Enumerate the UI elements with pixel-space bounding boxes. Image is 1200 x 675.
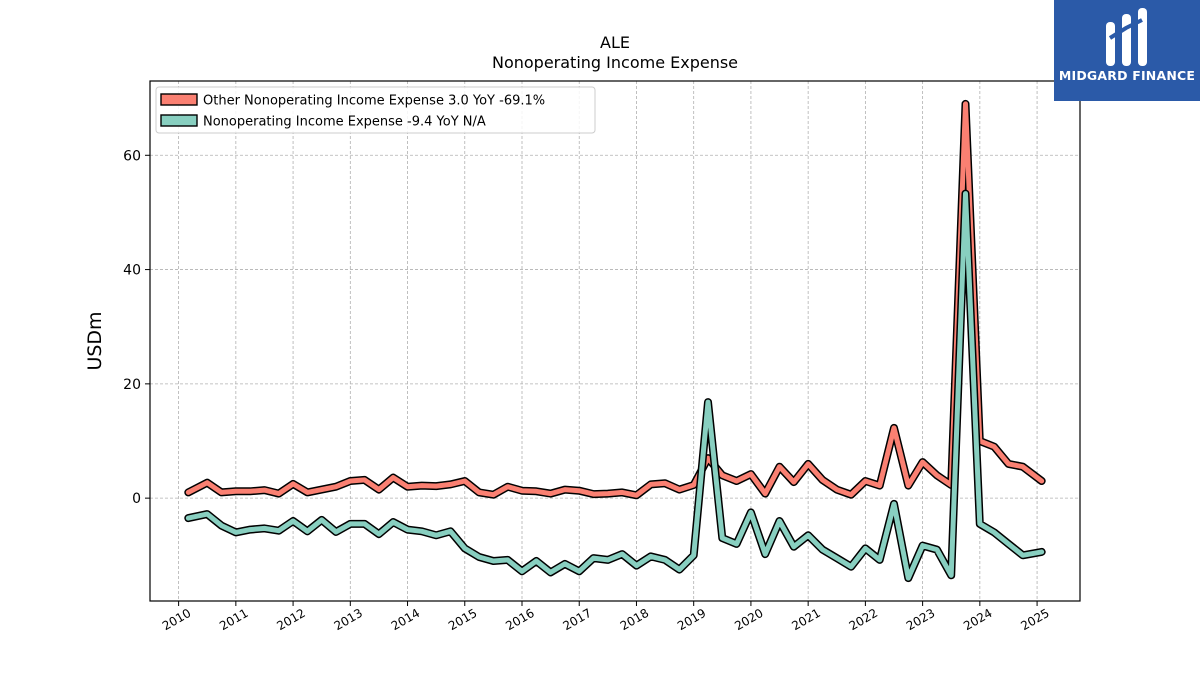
brand-logo: MIDGARD FINANCE bbox=[1054, 0, 1200, 101]
x-tick-label: 2023 bbox=[904, 606, 937, 633]
x-tick-label: 2020 bbox=[732, 606, 765, 633]
legend-swatch-total bbox=[160, 114, 198, 127]
chart-subtitle: Nonoperating Income Expense bbox=[492, 53, 738, 72]
series-outline-1 bbox=[184, 189, 1046, 583]
legend-box bbox=[155, 86, 596, 134]
x-tick-label: 2012 bbox=[274, 606, 307, 633]
x-tick-label: 2025 bbox=[1018, 606, 1051, 633]
legend-entry-other: Other Nonoperating Income Expense 3.0 Yo… bbox=[203, 94, 545, 109]
y-tick-label: 0 bbox=[132, 491, 141, 507]
x-tick-label: 2019 bbox=[675, 606, 708, 633]
x-axis: 2010 2011 2012 2013 2014 2015 2016 2017 2018 2019… bbox=[160, 601, 1052, 633]
x-tick-label: 2010 bbox=[160, 606, 193, 633]
y-axis: 0 20 40 60 bbox=[123, 148, 150, 507]
legend-entry-total: Nonoperating Income Expense -9.4 YoY N/A bbox=[203, 115, 486, 130]
x-tick-label: 2017 bbox=[561, 606, 594, 633]
chart-title: ALE bbox=[600, 33, 630, 52]
x-tick-label: 2022 bbox=[847, 606, 880, 633]
grid bbox=[150, 81, 1080, 601]
x-tick-label: 2018 bbox=[618, 606, 651, 633]
plot-frame bbox=[149, 80, 1081, 602]
x-tick-label: 2015 bbox=[446, 606, 479, 633]
y-tick-label: 40 bbox=[123, 263, 141, 279]
y-tick-label: 20 bbox=[123, 377, 141, 393]
x-tick-label: 2016 bbox=[503, 606, 536, 633]
x-tick-label: 2014 bbox=[389, 606, 422, 633]
x-tick-label: 2011 bbox=[217, 606, 250, 633]
series-layer bbox=[184, 99, 1046, 583]
y-tick-label: 60 bbox=[123, 148, 141, 164]
x-tick-label: 2021 bbox=[789, 606, 822, 633]
series-line-1 bbox=[185, 191, 1045, 581]
x-tick-label: 2024 bbox=[961, 606, 994, 633]
x-tick-label: 2013 bbox=[332, 606, 365, 633]
logo-text: MIDGARD FINANCE bbox=[1058, 68, 1196, 83]
y-axis-label: USDm bbox=[84, 311, 106, 370]
legend-swatch-other bbox=[160, 93, 198, 106]
legend: Other Nonoperating Income Expense 3.0 Yo… bbox=[155, 86, 596, 134]
series-outline-0 bbox=[184, 99, 1046, 500]
logo-mark-icon bbox=[1106, 8, 1147, 66]
series-line-0 bbox=[185, 101, 1045, 498]
